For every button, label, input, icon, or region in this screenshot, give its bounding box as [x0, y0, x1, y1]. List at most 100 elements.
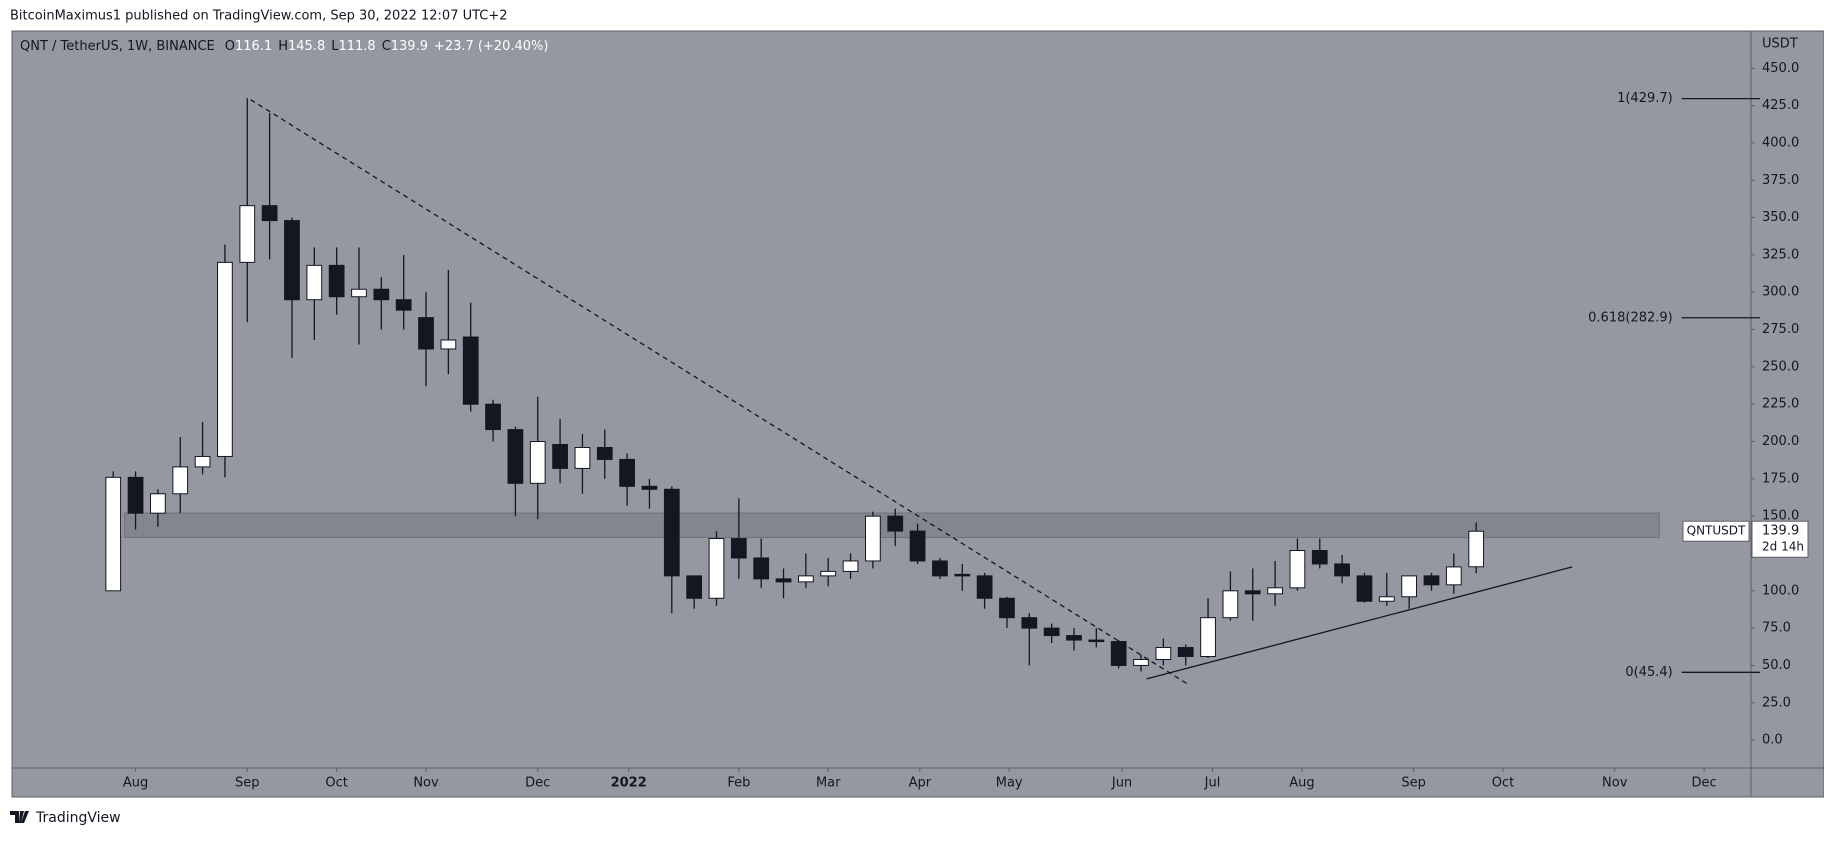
x-tick-label: Aug: [123, 776, 148, 791]
candle-body: [730, 538, 747, 559]
candle-body: [1177, 647, 1194, 657]
candle-body: [641, 485, 658, 490]
candle-body: [261, 205, 278, 222]
candle-body: [574, 446, 591, 469]
candle-body: [306, 264, 323, 301]
ohlc-letter: H: [278, 39, 288, 54]
x-tick-label: Oct: [325, 776, 347, 791]
candle-body: [1445, 566, 1462, 586]
change-pct: (+20.40%): [478, 39, 549, 54]
candle-body: [1021, 617, 1038, 629]
fib-label: 0.618(282.9): [1588, 310, 1673, 325]
candle-body: [1222, 590, 1239, 619]
candle-body: [708, 538, 725, 599]
countdown: 2d 14h: [1762, 540, 1804, 554]
y-tick-label: 275.0: [1762, 322, 1799, 337]
price-axis: [1750, 30, 1824, 769]
x-tick-label: Feb: [727, 776, 750, 791]
candle-body: [507, 429, 524, 484]
candle-body: [865, 515, 881, 562]
y-tick-label: 175.0: [1762, 471, 1799, 486]
y-tick-label: 450.0: [1762, 61, 1799, 76]
candle-body: [373, 288, 390, 301]
candle-body: [797, 575, 814, 583]
x-tick-label: Oct: [1492, 776, 1514, 791]
fib-label: 0(45.4): [1625, 665, 1672, 680]
published-text: BitcoinMaximus1 published on TradingView…: [10, 9, 508, 24]
y-tick-label: 375.0: [1762, 173, 1799, 188]
price-tag: [1751, 520, 1809, 558]
top-bar: [0, 0, 1824, 31]
candle-body: [105, 476, 122, 592]
candle-body: [217, 261, 233, 457]
candle-body: [1155, 647, 1172, 660]
candle-body: [150, 493, 166, 514]
currency-label: USDT: [1762, 37, 1798, 52]
symbol-tag: [1682, 520, 1750, 542]
y-tick-label: 225.0: [1762, 397, 1799, 412]
tv-logo: [10, 811, 29, 823]
candle-body: [194, 455, 211, 468]
ohlc-letter: O: [225, 39, 235, 54]
candle-body: [842, 560, 859, 572]
x-tick-label: Mar: [816, 776, 841, 791]
fib-label: 1(429.7): [1617, 91, 1673, 106]
candle-body: [820, 570, 837, 577]
y-tick-label: 75.0: [1762, 621, 1791, 636]
plot-layer: 1(429.7) 0.618(282.9) 0(45.4): [105, 91, 1760, 685]
candle-body: [418, 317, 434, 350]
candle-body: [887, 515, 904, 532]
candle-body: [1356, 575, 1373, 602]
candle-body: [351, 288, 367, 298]
candle-body: [619, 458, 635, 487]
candle-body: [999, 597, 1015, 619]
time-axis: [11, 767, 1752, 798]
symbol-tag-text: QNTUSDT: [1687, 524, 1746, 538]
candle-body: [1334, 563, 1350, 577]
y-tick-label: 150.0: [1762, 509, 1799, 524]
candle-body: [440, 339, 457, 350]
candle-body: [462, 336, 479, 405]
trendline: [250, 99, 1189, 685]
candle-body: [663, 488, 680, 577]
candle-body: [1110, 641, 1127, 666]
candle-body: [954, 573, 971, 577]
candle-body: [284, 220, 300, 301]
x-tick-label: Aug: [1289, 776, 1314, 791]
candle-body: [1468, 530, 1485, 568]
candle-body: [239, 205, 256, 263]
ohlc-letter: C: [382, 39, 391, 54]
x-tick-label: 2022: [611, 776, 647, 791]
candle-body: [1423, 575, 1440, 586]
candle-body: [909, 530, 926, 562]
x-tick-label: Dec: [1692, 776, 1717, 791]
y-tick-label: 325.0: [1762, 247, 1799, 262]
x-tick-label: Jul: [1204, 776, 1221, 791]
candle-body: [1378, 596, 1395, 602]
x-tick-label: Sep: [1401, 776, 1426, 791]
candle-body: [775, 578, 792, 583]
symbol: QNT / TetherUS, 1W, BINANCE: [20, 39, 215, 54]
y-tick-label: 400.0: [1762, 135, 1799, 150]
candle-body: [1200, 617, 1216, 657]
y-tick-label: 0.0: [1762, 733, 1783, 748]
candle-body: [932, 560, 948, 577]
y-tick-label: 25.0: [1762, 695, 1791, 710]
candle-body: [1088, 639, 1105, 643]
x-tick-label: Sep: [235, 776, 260, 791]
y-tick-label: 250.0: [1762, 359, 1799, 374]
symbol-legend: QNT / TetherUS, 1W, BINANCE O116.1 H145.8 L…: [20, 39, 548, 54]
ohlc-value: 145.8: [288, 39, 325, 54]
y-tick-label: 350.0: [1762, 210, 1799, 225]
y-tick-label: 425.0: [1762, 98, 1799, 113]
candle-body: [552, 444, 568, 469]
candle-body: [395, 299, 412, 311]
ohlc-letter: L: [331, 39, 339, 54]
x-tick-label: May: [996, 776, 1023, 791]
candle-body: [1401, 575, 1418, 598]
x-tick-label: Nov: [1602, 776, 1628, 791]
ohlc-value: 139.9: [391, 39, 428, 54]
candle-body: [1267, 587, 1283, 595]
